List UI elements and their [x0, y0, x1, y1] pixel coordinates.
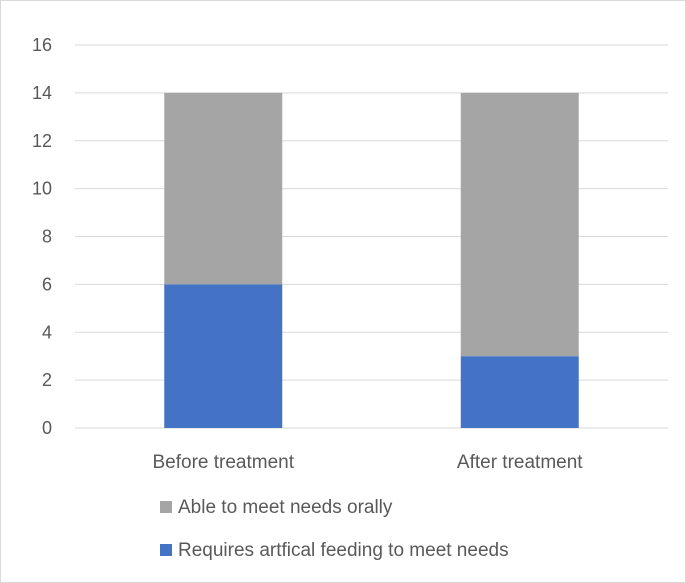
legend-label: Requires artfical feeding to meet needs — [178, 540, 509, 561]
y-tick-label: 4 — [42, 322, 52, 342]
legend-item: Able to meet needs orally — [160, 497, 393, 518]
y-tick-label: 6 — [42, 274, 52, 294]
y-tick-label: 8 — [42, 227, 52, 247]
y-tick-label: 12 — [32, 131, 52, 151]
y-tick-label: 16 — [32, 35, 52, 55]
legend-swatch — [160, 544, 172, 556]
bar-segment-requires-artificial-feeding — [164, 284, 283, 428]
bar-segment-requires-artificial-feeding — [460, 356, 579, 428]
y-tick-label: 0 — [42, 418, 52, 438]
y-tick-label: 2 — [42, 370, 52, 390]
legend-label: Able to meet needs orally — [178, 497, 393, 518]
y-tick-label: 14 — [32, 83, 52, 103]
bar-segment-able-orally — [460, 92, 579, 357]
y-tick-label: 10 — [32, 179, 52, 199]
x-axis-category-labels: Before treatment After treatment — [152, 452, 583, 473]
x-category-label: After treatment — [457, 452, 583, 473]
legend-swatch — [160, 501, 172, 513]
legend-item: Requires artfical feeding to meet needs — [160, 540, 509, 561]
bar-segment-able-orally — [164, 92, 283, 285]
y-axis-tick-labels: 0 2 4 6 8 10 12 14 16 — [32, 35, 52, 438]
bars — [164, 92, 579, 428]
legend: Able to meet needs orally Requires artfic… — [160, 497, 509, 561]
x-category-label: Before treatment — [152, 452, 294, 473]
